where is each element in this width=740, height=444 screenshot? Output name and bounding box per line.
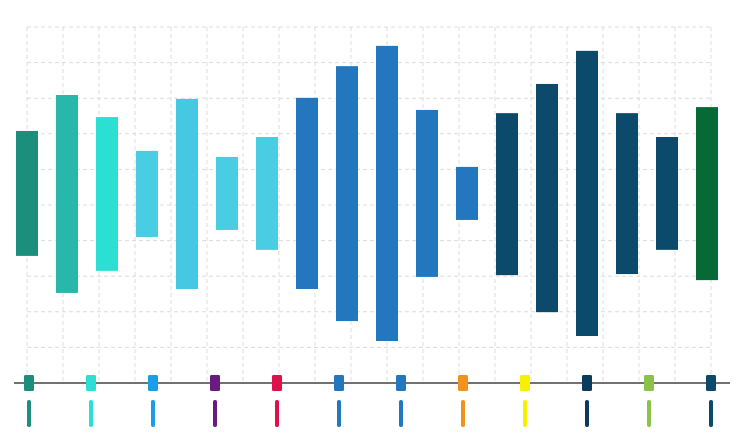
bar [416,109,438,277]
bar [16,130,38,256]
bar [576,50,598,337]
marker-stem [275,400,279,427]
bar [536,83,558,313]
marker [458,375,468,391]
bar [176,98,198,290]
marker [520,375,530,391]
marker [24,375,34,391]
grid [26,26,712,383]
marker-stem [523,400,527,427]
bar [256,137,278,250]
bar [336,66,358,322]
bar [656,137,678,250]
bar [376,45,398,341]
marker-stem [213,400,217,427]
marker [396,375,406,391]
marker [582,375,592,391]
bar [96,117,118,271]
marker-stem [647,400,651,427]
bar [496,113,518,276]
marker [86,375,96,391]
bar [216,156,238,230]
marker-stem [151,400,155,427]
bar [296,97,318,290]
bar [616,113,638,275]
bar [696,107,718,281]
marker-stem [337,400,341,427]
markers [24,375,716,427]
marker [706,375,716,391]
marker [210,375,220,391]
marker-stem [399,400,403,427]
bars [16,45,718,341]
marker [644,375,654,391]
marker-stem [585,400,589,427]
marker-stem [27,400,31,427]
marker-stem [89,400,93,427]
bar [456,166,478,220]
marker-stem [461,400,465,427]
marker-stem [709,400,713,427]
marker [148,375,158,391]
bar [136,150,158,238]
marker [272,375,282,391]
marker [334,375,344,391]
bar [56,94,78,293]
